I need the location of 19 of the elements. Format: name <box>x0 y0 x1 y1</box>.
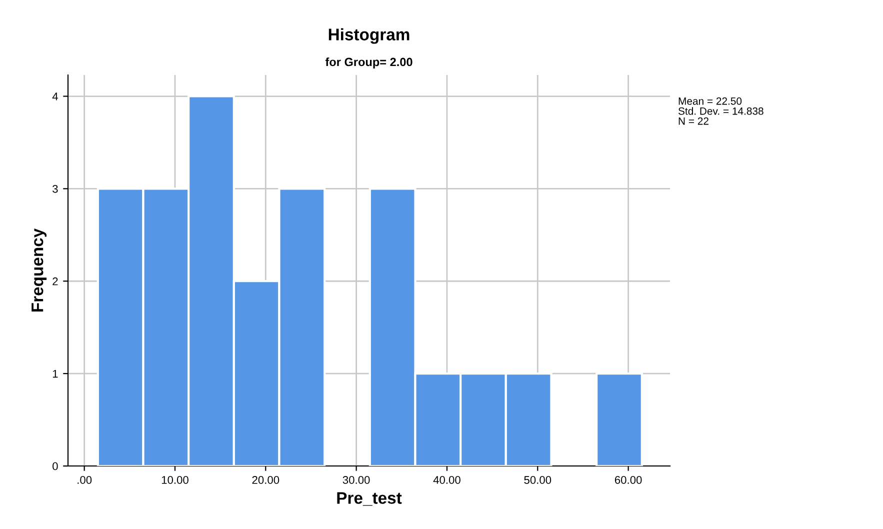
x-tick-label: .00 <box>78 476 92 484</box>
y-axis-title: Frequency <box>32 228 47 312</box>
y-tick-label: 0 <box>52 462 58 470</box>
text: Mean = 22.50 <box>678 97 742 105</box>
x-tick-label: 60.00 <box>614 476 642 484</box>
chart-subtitle: for Group= 2.00 <box>325 58 412 69</box>
x-tick-label: 40.00 <box>433 476 460 484</box>
y-tick-label: 1 <box>52 370 58 378</box>
text: N = 22 <box>678 117 708 125</box>
y-tick-label: 2 <box>52 277 58 286</box>
chart-title: Histogram <box>328 28 410 44</box>
x-tick-label: 50.00 <box>524 476 552 484</box>
y-tick-label: 4 <box>52 92 58 100</box>
x-tick-label: 30.00 <box>342 476 370 484</box>
x-axis-title: Pre_test <box>337 492 402 506</box>
text: Std. Dev. = 14.838 <box>678 107 764 115</box>
y-tick-label: 3 <box>52 184 58 193</box>
x-tick-label: 20.00 <box>252 476 280 484</box>
x-tick-label: 10.00 <box>162 476 188 484</box>
